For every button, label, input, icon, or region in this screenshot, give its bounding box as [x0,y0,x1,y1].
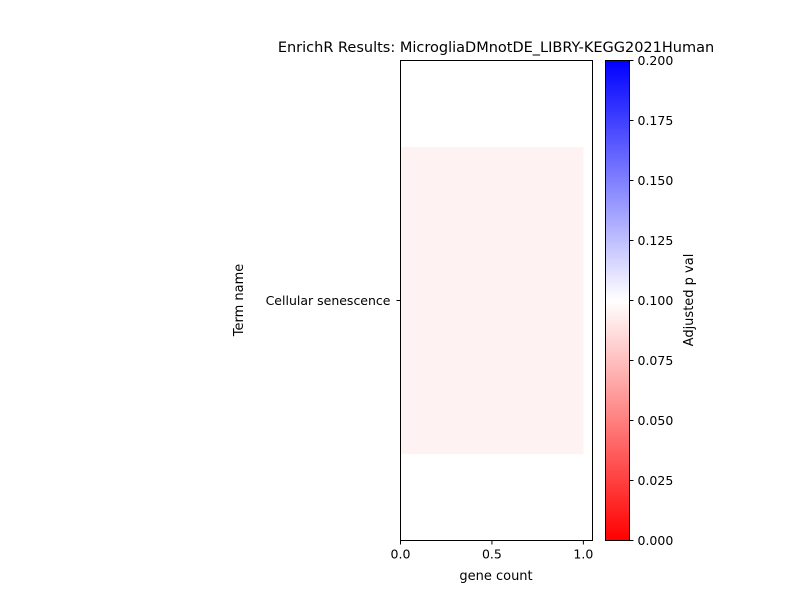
bars-group [400,146,584,455]
bar-0 [400,146,584,455]
chart-title: EnrichR Results: MicrogliaDMnotDE_LIBRY-… [278,40,714,56]
x-tick-label-0: 0.0 [391,547,411,562]
colorbar-ticks: 0.000 0.025 0.050 0.075 0.100 0.125 0.150 0.175… [629,53,674,548]
colorbar-tick-label-2: 0.050 [638,413,674,428]
colorbar-tick-label-7: 0.175 [638,113,674,128]
x-tick-label-1: 0.5 [482,547,502,562]
x-axis-ticks: 0.0 0.5 1.0 [391,540,593,562]
x-tick-label-2: 1.0 [573,547,593,562]
colorbar-tick-label-1: 0.025 [638,473,674,488]
colorbar-tick-label-6: 0.150 [638,173,674,188]
colorbar-tick-label-8: 0.200 [638,53,674,68]
colorbar-tick-label-3: 0.075 [638,353,674,368]
colorbar-tick-label-5: 0.125 [638,233,674,248]
colorbar-tick-label-0: 0.000 [638,533,674,548]
y-tick-label-0: Cellular senescence [266,293,391,308]
x-axis-label: gene count [459,569,532,584]
colorbar-tick-label-4: 0.100 [638,293,674,308]
y-axis-ticks: Cellular senescence [266,293,401,308]
y-axis-label: Term name [232,264,247,338]
colorbar-gradient [605,60,629,541]
colorbar-label: Adjusted p val [682,254,697,347]
